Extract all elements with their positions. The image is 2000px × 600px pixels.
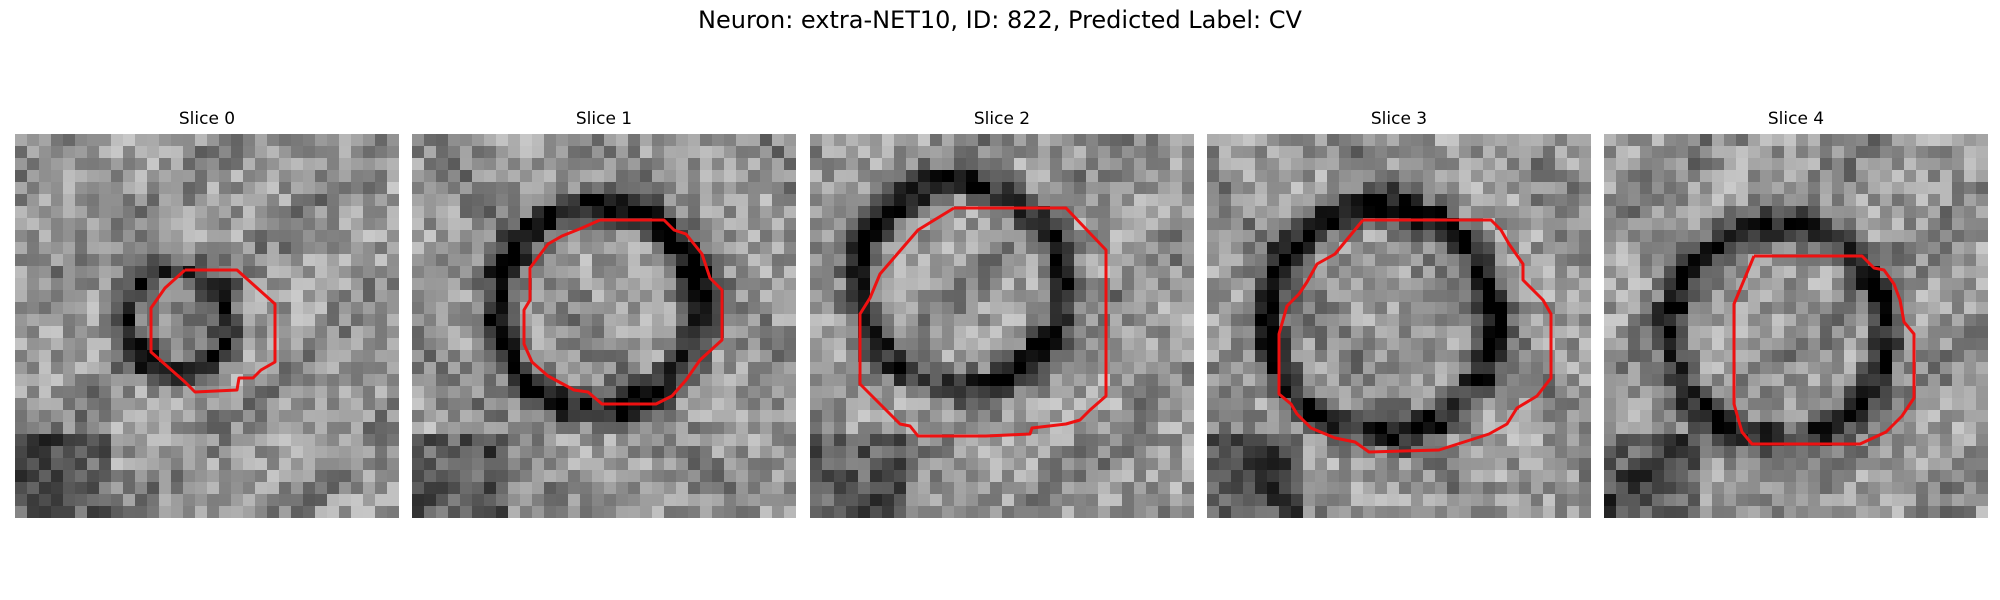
slice-title: Slice 2 bbox=[973, 109, 1031, 129]
slice-image-0 bbox=[15, 134, 399, 518]
grayscale-micrograph bbox=[1604, 134, 1988, 518]
slice-title: Slice 4 bbox=[1767, 109, 1825, 129]
segmentation-contour bbox=[858, 206, 1108, 438]
slice-title: Slice 3 bbox=[1370, 109, 1428, 129]
grayscale-micrograph bbox=[412, 134, 796, 518]
segmentation-contour bbox=[149, 268, 277, 394]
grayscale-micrograph bbox=[15, 134, 399, 518]
slice-title: Slice 0 bbox=[178, 109, 236, 129]
grayscale-micrograph bbox=[1207, 134, 1591, 518]
slice-title: Slice 1 bbox=[575, 109, 633, 129]
segmentation-contour bbox=[1277, 218, 1553, 454]
slice-image-4 bbox=[1604, 134, 1988, 518]
segmentation-contour bbox=[1732, 254, 1916, 446]
slice-image-1 bbox=[412, 134, 796, 518]
slice-image-3 bbox=[1207, 134, 1591, 518]
grayscale-micrograph bbox=[810, 134, 1194, 518]
slice-image-2 bbox=[810, 134, 1194, 518]
figure-title: Neuron: extra-NET10, ID: 822, Predicted … bbox=[698, 6, 1302, 34]
segmentation-contour bbox=[522, 218, 724, 406]
